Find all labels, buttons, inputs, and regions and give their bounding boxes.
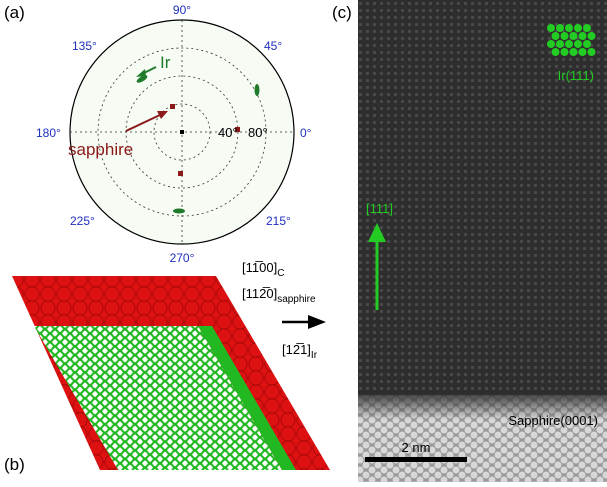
panel-label: (a): [4, 3, 25, 22]
ir-atom: [551, 32, 560, 40]
sapphire-arrow: [125, 113, 163, 132]
structure-label: Ir(111): [558, 68, 594, 83]
panel-label: (b): [4, 455, 25, 474]
ir-atom: [587, 48, 596, 56]
interface: [358, 390, 607, 420]
substrate-label: Sapphire(0001): [508, 413, 598, 428]
ir-atom: [551, 48, 560, 56]
ir-atom: [560, 32, 569, 40]
ring-label: 80°: [248, 125, 268, 140]
growth-arrow-head: [368, 223, 386, 242]
ir-atom: [569, 48, 578, 56]
direction-label: [111]: [366, 201, 393, 216]
ir-atom: [556, 24, 564, 32]
ir-atom: [565, 24, 573, 32]
direction: [11̅00]C: [242, 260, 284, 279]
ir-atom: [565, 40, 573, 48]
ir-edge: [198, 326, 296, 470]
ir-atom: [583, 24, 591, 32]
annotation: sapphire: [68, 140, 133, 159]
ir-atom: [574, 40, 582, 48]
ir-atom: [583, 40, 591, 48]
ir-atom: [578, 48, 587, 56]
scale-bar-label: 2 nm: [402, 440, 431, 455]
ir-atom: [547, 40, 555, 48]
scale-bar: [365, 457, 467, 462]
direction-arrow-head: [308, 315, 326, 329]
azimuth-label: 225°: [70, 214, 95, 228]
ir-atom: [578, 32, 587, 40]
ir-atom: [569, 32, 578, 40]
ir-lattice: [34, 326, 282, 470]
ir-arrow-head: [136, 69, 146, 77]
ir-atom: [587, 32, 596, 40]
direction: [112̅0]sapphire: [242, 286, 316, 305]
direction: [12̅1]Ir: [282, 342, 318, 361]
ir-atom: [547, 24, 555, 32]
azimuth-label: 135°: [72, 39, 97, 53]
annotation: Ir: [160, 53, 171, 72]
ir-atom: [556, 40, 564, 48]
ring-label: 40°: [218, 125, 238, 140]
azimuth-label: 0°: [300, 126, 312, 140]
panel-label: (c): [332, 3, 352, 22]
azimuth-label: 45°: [264, 39, 282, 53]
sapphire-arrow-head: [157, 111, 168, 119]
ir-atom: [574, 24, 582, 32]
ir-atom: [560, 48, 569, 56]
ir-lattice-icon: [547, 24, 596, 56]
azimuth-label: 215°: [266, 214, 291, 228]
azimuth-label: 90°: [173, 3, 191, 17]
azimuth-label: 180°: [36, 126, 61, 140]
azimuth-label: 270°: [170, 251, 195, 265]
pole-spots: [136, 75, 260, 214]
